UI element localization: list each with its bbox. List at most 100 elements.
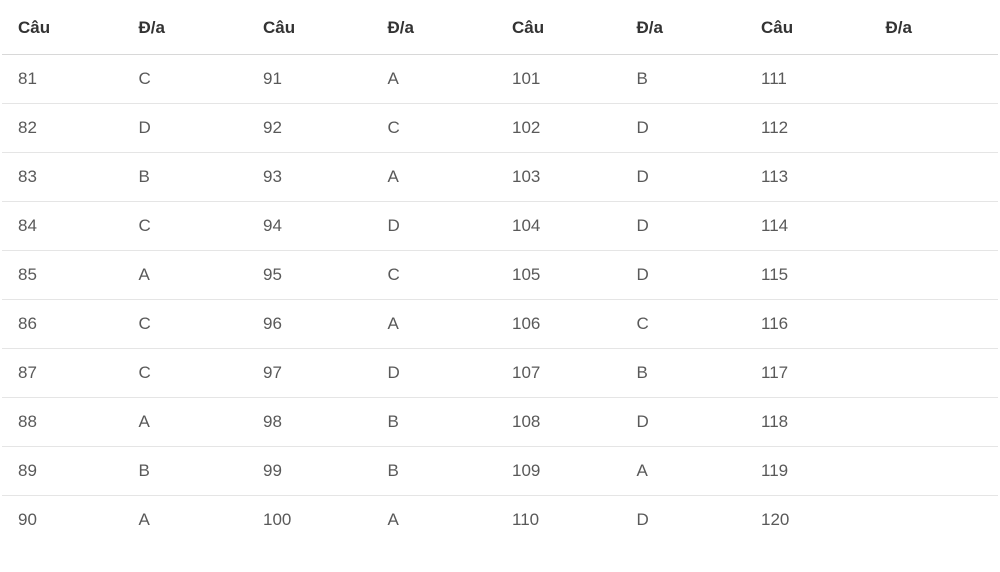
table-cell: C — [127, 349, 252, 398]
col-header: Câu — [500, 2, 625, 55]
table-cell: D — [625, 251, 750, 300]
table-cell: C — [376, 104, 501, 153]
table-cell: 102 — [500, 104, 625, 153]
table-cell: 84 — [2, 202, 127, 251]
table-cell — [874, 153, 999, 202]
table-cell — [874, 398, 999, 447]
table-cell: B — [127, 447, 252, 496]
table-row: 82 D 92 C 102 D 112 — [2, 104, 998, 153]
table-cell: 97 — [251, 349, 376, 398]
col-header: Câu — [2, 2, 127, 55]
table-cell: B — [127, 153, 252, 202]
col-header: Đ/a — [874, 2, 999, 55]
col-header: Đ/a — [127, 2, 252, 55]
table-cell: 110 — [500, 496, 625, 545]
table-cell: C — [127, 55, 252, 104]
table-row: 84 C 94 D 104 D 114 — [2, 202, 998, 251]
table-cell: A — [376, 300, 501, 349]
table-row: 87 C 97 D 107 B 117 — [2, 349, 998, 398]
table-cell: 86 — [2, 300, 127, 349]
table-cell: 103 — [500, 153, 625, 202]
table-cell: D — [625, 202, 750, 251]
table-cell: A — [376, 496, 501, 545]
table-cell: 117 — [749, 349, 874, 398]
table-row: 90 A 100 A 110 D 120 — [2, 496, 998, 545]
table-cell: 120 — [749, 496, 874, 545]
table-cell: A — [127, 496, 252, 545]
table-row: 85 A 95 C 105 D 115 — [2, 251, 998, 300]
table-row: 83 B 93 A 103 D 113 — [2, 153, 998, 202]
col-header: Đ/a — [625, 2, 750, 55]
table-cell: 118 — [749, 398, 874, 447]
table-row: 89 B 99 B 109 A 119 — [2, 447, 998, 496]
table-cell: 107 — [500, 349, 625, 398]
table-cell: 106 — [500, 300, 625, 349]
table-cell: D — [625, 496, 750, 545]
table-cell: 89 — [2, 447, 127, 496]
table-body: 81 C 91 A 101 B 111 82 D 92 C 102 D 112 … — [2, 55, 998, 545]
table-cell: 105 — [500, 251, 625, 300]
table-cell: D — [376, 349, 501, 398]
table-cell: A — [127, 251, 252, 300]
table-cell: D — [625, 398, 750, 447]
table-cell: A — [376, 55, 501, 104]
table-cell: A — [625, 447, 750, 496]
table-cell — [874, 55, 999, 104]
table-cell: B — [376, 447, 501, 496]
table-cell — [874, 300, 999, 349]
table-cell: D — [127, 104, 252, 153]
table-cell: B — [625, 55, 750, 104]
table-cell: 96 — [251, 300, 376, 349]
table-cell — [874, 447, 999, 496]
table-cell: 101 — [500, 55, 625, 104]
table-cell: 108 — [500, 398, 625, 447]
table-cell: 113 — [749, 153, 874, 202]
table-cell: 115 — [749, 251, 874, 300]
table-cell: 95 — [251, 251, 376, 300]
table-cell: B — [625, 349, 750, 398]
table-cell: 92 — [251, 104, 376, 153]
col-header: Đ/a — [376, 2, 501, 55]
table-cell: 111 — [749, 55, 874, 104]
answer-key-table: Câu Đ/a Câu Đ/a Câu Đ/a Câu Đ/a 81 C 91 … — [2, 2, 998, 544]
table-row: 86 C 96 A 106 C 116 — [2, 300, 998, 349]
table-cell: 90 — [2, 496, 127, 545]
table-cell: 114 — [749, 202, 874, 251]
table-row: 81 C 91 A 101 B 111 — [2, 55, 998, 104]
table-cell: C — [376, 251, 501, 300]
table-cell: 100 — [251, 496, 376, 545]
table-cell — [874, 202, 999, 251]
table-cell — [874, 251, 999, 300]
table-cell: 81 — [2, 55, 127, 104]
table-cell: B — [376, 398, 501, 447]
table-cell: A — [127, 398, 252, 447]
table-cell: 99 — [251, 447, 376, 496]
table-cell — [874, 349, 999, 398]
table-cell: 94 — [251, 202, 376, 251]
table-cell: C — [625, 300, 750, 349]
table-header-row: Câu Đ/a Câu Đ/a Câu Đ/a Câu Đ/a — [2, 2, 998, 55]
table-cell: 82 — [2, 104, 127, 153]
table-cell: 104 — [500, 202, 625, 251]
table-row: 88 A 98 B 108 D 118 — [2, 398, 998, 447]
table-cell: C — [127, 300, 252, 349]
table-cell: D — [625, 153, 750, 202]
col-header: Câu — [251, 2, 376, 55]
table-cell: 83 — [2, 153, 127, 202]
table-cell: 116 — [749, 300, 874, 349]
col-header: Câu — [749, 2, 874, 55]
table-cell: 88 — [2, 398, 127, 447]
table-cell — [874, 104, 999, 153]
table-cell: 85 — [2, 251, 127, 300]
table-cell: 109 — [500, 447, 625, 496]
table-cell: 91 — [251, 55, 376, 104]
table-cell: 93 — [251, 153, 376, 202]
table-cell: D — [625, 104, 750, 153]
table-cell: 98 — [251, 398, 376, 447]
table-cell — [874, 496, 999, 545]
table-cell: 119 — [749, 447, 874, 496]
table-cell: 112 — [749, 104, 874, 153]
table-cell: A — [376, 153, 501, 202]
table-cell: 87 — [2, 349, 127, 398]
table-cell: D — [376, 202, 501, 251]
